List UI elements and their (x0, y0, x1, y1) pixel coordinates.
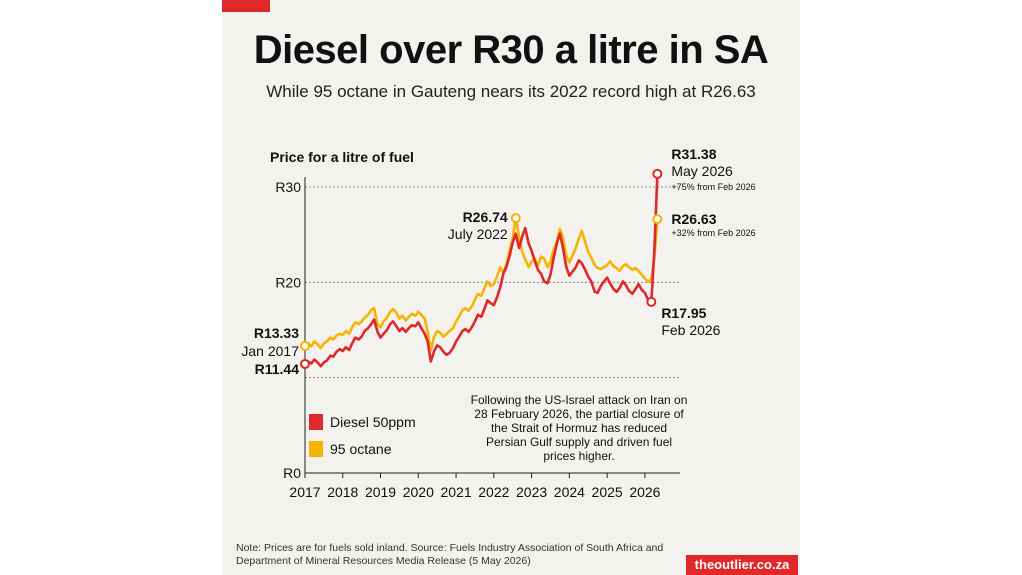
page-subtitle: While 95 octane in Gauteng nears its 202… (266, 82, 756, 101)
x-tick-2022: 2022 (478, 484, 509, 500)
fuel-price-chart: Price for a litre of fuel R0 R20 R30 2017 201… (241, 146, 755, 500)
legend-label-1: 95 octane (330, 441, 392, 457)
x-tick-2021: 2021 (440, 484, 471, 500)
series-line-diesel-50ppm (304, 173, 659, 368)
y-tick-30: R30 (275, 179, 301, 195)
x-tick-2017: 2017 (289, 484, 320, 500)
legend-label-0: Diesel 50ppm (330, 414, 416, 430)
x-tick-2020: 2020 (403, 484, 434, 500)
x-tick-2026: 2026 (629, 484, 660, 500)
series-line-95-octane (304, 216, 659, 352)
brand-link[interactable]: theoutlier.co.za (686, 555, 798, 575)
y-tick-0: R0 (283, 465, 301, 481)
chart-panel (222, 0, 800, 575)
callout-value-3: R17.95 (661, 305, 706, 321)
callout-date-3: Feb 2026 (661, 322, 720, 338)
hormuz-annotation: Following the US-Israel attack on Iran o… (470, 393, 688, 463)
callout-value-1: R11.44 (255, 361, 300, 377)
source-note: Note: Prices are for fuels sold inland. … (236, 542, 664, 567)
callout-value-4: R31.38 (671, 146, 716, 162)
callout-marker-4 (652, 168, 663, 179)
page-title: Diesel over R30 a litre in SA (253, 28, 769, 72)
callout-marker-3 (646, 296, 657, 307)
callout-note-4: +75% from Feb 2026 (671, 182, 755, 192)
callout-marker-0 (300, 340, 310, 351)
callout-value-0: R13.33 (254, 325, 299, 341)
brand-tab (222, 0, 270, 12)
callout-value-5: R26.63 (671, 211, 716, 227)
callout-marker-1 (300, 358, 310, 369)
y-axis-label: Price for a litre of fuel (270, 149, 414, 165)
x-tick-2025: 2025 (592, 484, 623, 500)
x-tick-2019: 2019 (365, 484, 396, 500)
x-tick-2024: 2024 (554, 484, 585, 500)
callout-date-2: July 2022 (448, 226, 508, 242)
callout-value-2: R26.74 (463, 209, 508, 225)
callout-marker-2 (510, 213, 521, 224)
callout-note-5: +32% from Feb 2026 (671, 228, 755, 238)
legend-swatch-1 (309, 441, 323, 457)
y-tick-20: R20 (275, 274, 301, 290)
callout-marker-5 (652, 214, 663, 225)
legend-swatch-0 (309, 414, 323, 430)
callout-date-0: Jan 2017 (241, 343, 299, 359)
x-tick-2023: 2023 (516, 484, 547, 500)
x-tick-2018: 2018 (327, 484, 358, 500)
callout-date-4: May 2026 (671, 163, 733, 179)
